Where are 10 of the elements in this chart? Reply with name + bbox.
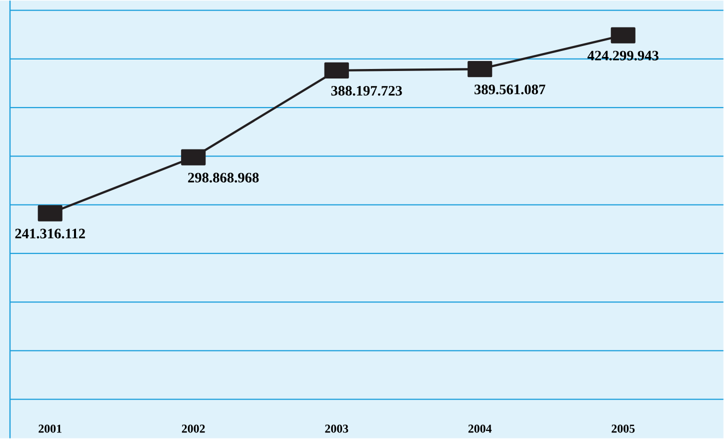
x-tick-label: 2003 (325, 424, 348, 433)
data-label: 424.299.943 (587, 50, 658, 61)
x-tick-label: 2005 (612, 424, 635, 433)
x-tick-label: 2004 (468, 424, 492, 433)
x-tick-label: 2001 (38, 424, 62, 433)
data-label: 388.197.723 (331, 86, 402, 96)
data-label: 389.561.087 (474, 84, 546, 94)
data-label: 298.868.968 (188, 172, 259, 183)
data-label: 241.316.112 (15, 228, 85, 239)
x-tick-label: 2002 (182, 424, 205, 433)
